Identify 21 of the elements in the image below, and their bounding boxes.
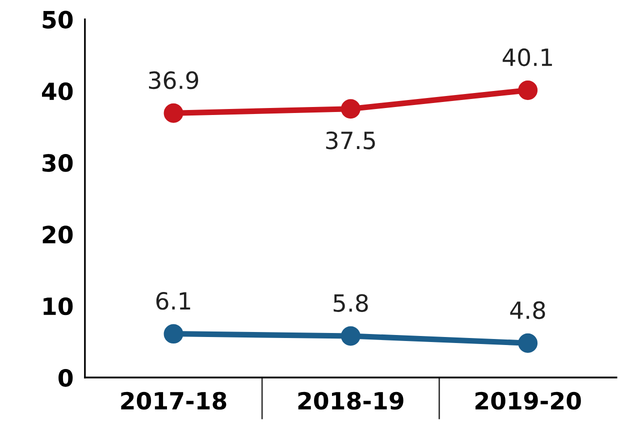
data-label: 37.5 [326, 132, 375, 150]
x-tick-label: 2018-19 [298, 392, 404, 410]
x-tick-label: 2017-18 [121, 392, 226, 410]
point [518, 333, 538, 353]
y-tick-label: 40 [42, 82, 73, 100]
y-tick-label: 20 [42, 226, 73, 244]
data-label: 40.1 [502, 48, 552, 66]
y-tick-label: 50 [42, 10, 73, 29]
data-label: 5.8 [334, 294, 368, 312]
data-label: 4.8 [510, 301, 545, 320]
point [340, 326, 360, 346]
y-tick-label: 10 [44, 297, 73, 316]
data-label: 6.1 [156, 292, 190, 310]
y-tick-label: 30 [42, 154, 73, 172]
x-tick-label: 2019-20 [476, 392, 581, 410]
data-label: 36.9 [149, 71, 198, 90]
point [340, 99, 360, 119]
point [164, 324, 184, 344]
point [518, 80, 538, 100]
point [164, 103, 184, 123]
y-tick-label: 0 [58, 368, 73, 387]
